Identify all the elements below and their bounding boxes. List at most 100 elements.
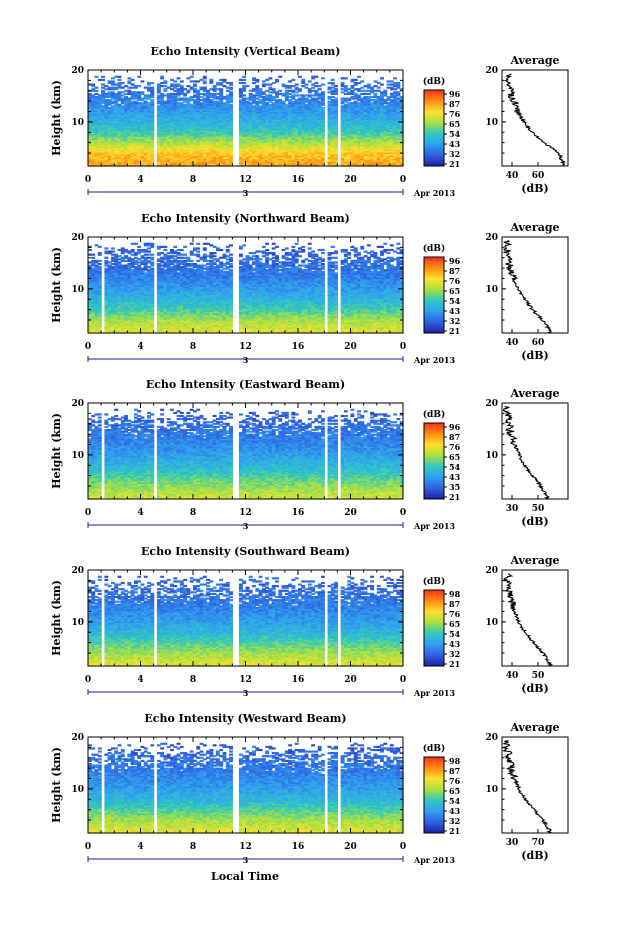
heatmap-cell: [101, 137, 106, 141]
heatmap-cell: [156, 155, 161, 158]
heatmap-cell: [278, 147, 283, 150]
heatmap-cell: [278, 139, 283, 142]
heatmap-cell: [166, 109, 171, 113]
heatmap-cell: [133, 145, 138, 148]
heatmap-cell: [173, 144, 178, 147]
heatmap-cell: [173, 148, 178, 152]
heatmap-cell: [143, 100, 148, 103]
heatmap-cell: [179, 105, 184, 108]
heatmap-cell: [278, 120, 283, 124]
heatmap-cell: [179, 97, 184, 100]
colorbar-segment: [424, 93, 444, 97]
heatmap-cell: [317, 111, 322, 114]
heatmap-cell: [320, 156, 325, 159]
heatmap-cell: [327, 131, 332, 134]
heatmap-cell: [281, 156, 286, 159]
heatmap-cell: [215, 136, 220, 139]
heatmap-cell: [202, 123, 207, 127]
heatmap-cell: [114, 105, 119, 108]
heatmap-cell: [386, 130, 391, 133]
heatmap-cell: [314, 120, 319, 124]
heatmap-cell: [245, 116, 250, 119]
heatmap-cell: [199, 128, 204, 131]
heatmap-cell: [340, 133, 345, 136]
heatmap-cell: [189, 95, 194, 99]
heatmap-cell: [376, 105, 381, 108]
heatmap-cell: [238, 105, 243, 108]
heatmap-cell: [396, 122, 401, 125]
heatmap-cell: [124, 130, 128, 133]
heatmap-cell: [304, 158, 309, 161]
heatmap-cell: [360, 151, 365, 155]
heatmap-cell: [271, 131, 276, 134]
heatmap-cell: [255, 114, 260, 117]
heatmap-cell: [127, 150, 132, 153]
heatmap-cell: [160, 150, 165, 153]
heatmap-cell: [215, 155, 220, 158]
heatmap-cell: [252, 119, 256, 122]
heatmap-cell: [212, 117, 217, 120]
heatmap-cell: [212, 161, 217, 164]
heatmap-cell: [334, 123, 338, 127]
heatmap-cell: [130, 162, 135, 166]
heatmap-cell: [163, 159, 168, 162]
heatmap-cell: [330, 113, 335, 116]
heatmap-cell: [219, 131, 224, 134]
heatmap-cell: [88, 111, 92, 114]
heatmap-cell: [186, 109, 191, 113]
heatmap-cell: [199, 148, 204, 152]
heatmap-cell: [386, 134, 391, 138]
heatmap-cell: [219, 158, 224, 161]
heatmap-cell: [238, 91, 243, 94]
heatmap-cell: [222, 153, 227, 156]
heatmap-cell: [284, 114, 289, 117]
heatmap-cell: [130, 136, 135, 139]
heatmap-cell: [183, 137, 188, 141]
heatmap-cell: [366, 114, 371, 117]
heatmap-cell: [248, 97, 253, 100]
heatmap-cell: [278, 151, 283, 155]
heatmap-cell: [298, 106, 302, 109]
heatmap-cell: [107, 123, 112, 127]
heatmap-cell: [360, 80, 365, 83]
heatmap-cell: [199, 92, 204, 95]
heatmap-cell: [140, 161, 145, 164]
heatmap-cell: [88, 133, 92, 136]
heatmap-cell: [137, 141, 142, 144]
heatmap-cell: [170, 113, 174, 116]
heatmap-cell: [117, 123, 122, 127]
heatmap-cell: [212, 128, 217, 131]
heatmap-cell: [298, 89, 302, 92]
heatmap-cell: [360, 120, 365, 124]
heatmap-cell: [215, 156, 220, 159]
heatmap-cell: [173, 125, 178, 128]
heatmap-cell: [176, 150, 181, 153]
heatmap-cell: [347, 105, 352, 108]
heatmap-cell: [393, 123, 398, 127]
heatmap-cell: [101, 102, 106, 105]
heatmap-cell: [196, 130, 201, 133]
heatmap-cell: [268, 113, 273, 116]
heatmap-cell: [202, 155, 207, 158]
heatmap-cell: [320, 117, 325, 120]
heatmap-cell: [107, 94, 112, 97]
heatmap-cell: [242, 136, 247, 139]
heatmap-cell: [179, 156, 184, 159]
heatmap-cell: [327, 91, 332, 94]
heatmap-cell: [248, 89, 253, 92]
heatmap-cell: [376, 161, 381, 164]
heatmap-cell: [222, 111, 227, 114]
heatmap-cell: [311, 123, 316, 127]
heatmap-cell: [278, 150, 283, 153]
heatmap-cell: [91, 95, 96, 99]
heatmap-cell: [183, 94, 188, 97]
heatmap-cell: [186, 106, 191, 109]
heatmap-cell: [396, 102, 401, 105]
heatmap-cell: [199, 105, 204, 108]
heatmap-cell: [347, 130, 352, 133]
heatmap-cell: [219, 120, 224, 124]
heatmap-cell: [137, 153, 142, 156]
heatmap-cell: [156, 83, 161, 86]
heatmap-cell: [275, 162, 279, 166]
heatmap-cell: [225, 97, 230, 100]
